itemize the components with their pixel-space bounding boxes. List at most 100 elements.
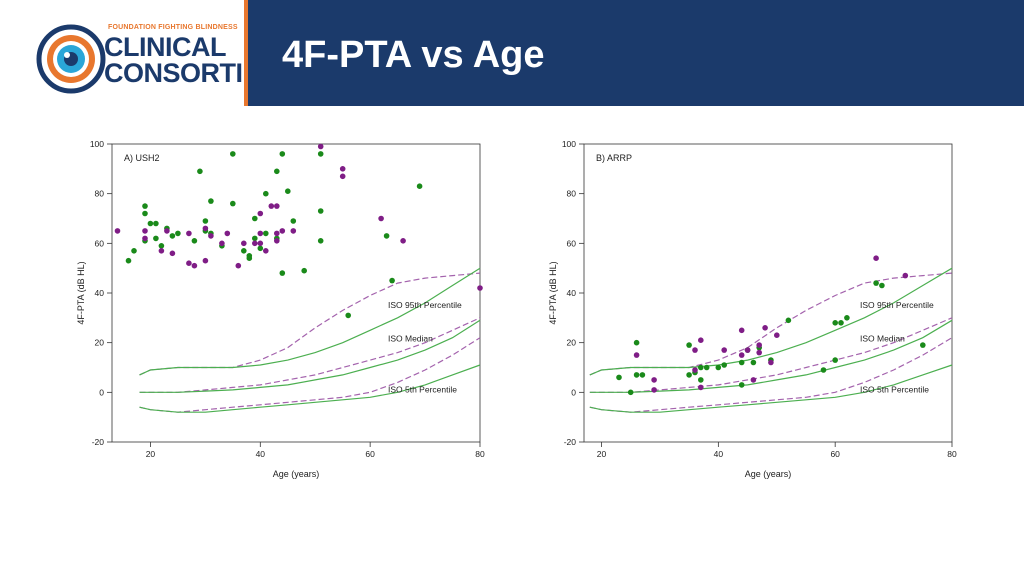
chart1-ytick-label: 40 xyxy=(567,288,577,298)
chart0-plot-frame xyxy=(111,143,481,443)
chart1-point-purple xyxy=(698,384,704,391)
chart-arrp-svg: -20 0 20 40 60 80 100 20 40 60 80 Age (years) 4F-PTA… xyxy=(548,139,957,479)
chart0-curve-5 xyxy=(139,364,481,413)
chart1-point-purple xyxy=(698,337,704,343)
chart1-point-green xyxy=(698,364,704,371)
page-title: 4F-PTA vs Age xyxy=(282,34,545,76)
chart0-curve-label-1: ISO Median xyxy=(388,333,433,343)
chart1-point-purple xyxy=(873,255,879,261)
chart0-ytick-label: 40 xyxy=(95,288,105,298)
chart1-ytick-label: 20 xyxy=(567,338,577,348)
chart1-point-green xyxy=(750,359,757,366)
chart-ush2: -20 0 20 40 60 80 100 20 40 60 80 Age (years) 4F-PTA… xyxy=(72,130,562,490)
chart0-point-green xyxy=(389,277,395,284)
chart1-point-green xyxy=(738,359,745,366)
chart0-point-green xyxy=(241,248,247,254)
logo-tagline: FOUNDATION FIGHTING BLINDNESS xyxy=(108,24,238,31)
banner-accent-edge xyxy=(244,0,250,106)
chart-arrp: -20 0 20 40 60 80 100 20 40 60 80 Age (years) 4F-PTA… xyxy=(544,130,1024,490)
chart0-point-purple xyxy=(191,262,198,269)
chart1-xtick-label: 60 xyxy=(830,449,840,459)
chart0-point-purple xyxy=(257,210,264,217)
chart0-curve-1 xyxy=(139,267,481,376)
chart1-xtick-label: 20 xyxy=(597,449,607,459)
chart0-point-green xyxy=(230,151,236,157)
chart0-point-green xyxy=(131,248,137,254)
chart0-point-green xyxy=(153,235,159,242)
chart0-point-purple xyxy=(400,238,406,244)
chart1-point-purple xyxy=(768,359,774,366)
chart0-point-purple xyxy=(339,166,346,172)
chart0-ytick-label: 20 xyxy=(95,338,105,348)
chart1-point-green xyxy=(832,320,838,326)
chart0-point-purple xyxy=(241,240,247,247)
title-banner xyxy=(248,0,1024,106)
chart1-point-green xyxy=(633,372,640,378)
chart1-point-purple xyxy=(750,377,757,383)
chart1-point-purple xyxy=(738,352,745,358)
chart0-point-purple xyxy=(202,225,209,232)
chart0-point-purple xyxy=(274,230,280,237)
chart0-ytick-label: -20 xyxy=(92,437,105,447)
chart1-point-green xyxy=(616,374,622,381)
logo-text-clinical: CLINICAL xyxy=(104,32,226,62)
chart0-xtick-label: 40 xyxy=(256,449,266,459)
chart0-point-green xyxy=(147,220,154,227)
chart1-point-purple xyxy=(744,347,751,353)
chart1-point-green xyxy=(832,357,838,363)
chart0-point-purple xyxy=(224,230,231,237)
chart0-point-green xyxy=(290,218,297,224)
chart1-curve-5 xyxy=(589,364,953,413)
chart0-point-purple xyxy=(268,203,275,209)
chart1-point-purple xyxy=(756,349,762,356)
chart0-point-green xyxy=(279,270,286,276)
chart0-point-purple xyxy=(142,228,148,234)
chart0-point-purple xyxy=(158,248,165,254)
chart0-point-purple xyxy=(252,240,258,247)
chart0-point-green xyxy=(263,190,269,197)
chart0-ytick-label: 100 xyxy=(90,139,104,149)
chart0-curve-0 xyxy=(139,272,481,376)
chart0-curve-3 xyxy=(139,319,481,393)
chart0-point-purple xyxy=(114,228,121,234)
chart0-point-purple xyxy=(257,230,264,237)
chart1-point-purple xyxy=(762,325,768,331)
chart0-point-green xyxy=(197,168,203,175)
chart0-ytick-label: 60 xyxy=(95,238,105,248)
chart1-point-green xyxy=(703,364,710,371)
chart0-point-purple xyxy=(378,215,384,222)
chart0-point-purple xyxy=(164,228,170,234)
chart0-xtick-label: 60 xyxy=(365,449,375,459)
chart0-point-green xyxy=(230,200,236,207)
chart0-point-green xyxy=(169,233,176,239)
chart0-ytick-label: 0 xyxy=(99,387,104,397)
chart0-point-green xyxy=(142,203,148,209)
chart0-point-purple xyxy=(219,240,225,247)
chart0-point-green xyxy=(142,210,148,217)
chart1-point-green xyxy=(838,320,844,326)
chart1-point-purple xyxy=(774,332,780,338)
chart1-point-green xyxy=(686,342,692,348)
chart1-curve-1 xyxy=(589,267,953,376)
chart0-point-green xyxy=(191,238,198,244)
chart0-point-green xyxy=(279,151,286,157)
chart0-curve-4 xyxy=(139,337,481,413)
chart0-point-green xyxy=(175,230,181,237)
chart1-point-green xyxy=(633,339,640,346)
chart1-xtick-label: 40 xyxy=(714,449,724,459)
chart0-point-green xyxy=(317,151,324,157)
chart0-point-purple xyxy=(279,228,286,234)
chart1-point-green xyxy=(721,362,727,368)
chart1-point-green xyxy=(686,372,692,378)
chart-ush2-svg: -20 0 20 40 60 80 100 20 40 60 80 Age (years) 4F-PTA… xyxy=(76,139,485,479)
slide-header: FOUNDATION FIGHTING BLINDNESS CLINICAL C… xyxy=(0,0,1024,106)
chart1-point-green xyxy=(627,389,634,396)
chart0-point-green xyxy=(317,238,324,244)
chart1-point-purple xyxy=(651,387,657,393)
chart1-point-green xyxy=(879,282,885,289)
chart1-point-purple xyxy=(756,342,762,348)
chart1-ytick-label: 0 xyxy=(571,387,576,397)
chart0-point-purple xyxy=(186,260,192,266)
chart0-point-green xyxy=(153,220,159,227)
chart0-point-purple xyxy=(477,285,483,291)
